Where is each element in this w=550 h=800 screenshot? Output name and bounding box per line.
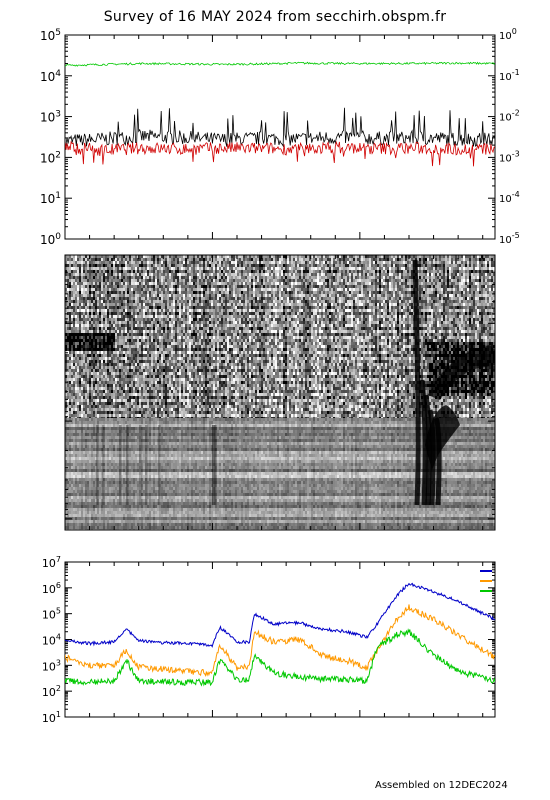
- y-right-tick-label: 10-2: [499, 109, 520, 124]
- y-right-tick-label: 10-4: [499, 190, 520, 205]
- stix-panel: 101 102 103 104 105 106 107: [42, 555, 496, 725]
- series-line: [65, 604, 495, 677]
- series-line: [65, 582, 495, 648]
- series-line: [65, 107, 495, 149]
- y-tick-label: 105: [42, 607, 61, 622]
- radio-burst: [145, 425, 148, 505]
- assembly-note: Assembled on 12DEC2024: [375, 780, 508, 791]
- type-iii-burst: [419, 379, 428, 506]
- rpw-frame: [64, 254, 496, 531]
- y-tick-label: 102: [42, 684, 61, 699]
- y-right-tick-label: 10-1: [499, 68, 520, 83]
- y-tick-label: 102: [40, 150, 61, 165]
- radio-burst: [214, 425, 217, 505]
- radio-burst: [212, 425, 215, 505]
- y-tick-label: 101: [40, 191, 61, 206]
- stix-series: [65, 582, 495, 687]
- rpw-spectrogram: [65, 255, 495, 530]
- burst-band: [428, 345, 495, 400]
- y-tick-label: 103: [42, 658, 61, 673]
- page-title: Survey of 16 MAY 2024 from secchirh.obsp…: [0, 9, 550, 25]
- radio-burst: [102, 425, 105, 505]
- radio-burst: [126, 425, 129, 505]
- y-tick-label: 104: [42, 633, 61, 648]
- epd-panel: 100 101 102 103 104 105 10-5 10-4 10-3 10-2 10-1 10…: [40, 27, 520, 247]
- rpw-panel: [64, 254, 496, 531]
- radio-burst: [119, 425, 122, 505]
- y-right-tick-label: 100: [499, 27, 517, 42]
- y-tick-label: 100: [40, 232, 61, 247]
- epd-series: [65, 61, 495, 167]
- y-tick-label: 103: [40, 110, 61, 125]
- y-right-tick-label: 10-3: [499, 149, 520, 164]
- radio-burst: [139, 425, 142, 505]
- type-iii-burst: [412, 259, 421, 506]
- y-tick-label: 107: [42, 555, 61, 570]
- y-tick-label: 101: [42, 710, 61, 725]
- epd-frame: [64, 34, 496, 240]
- series-line: [65, 61, 495, 67]
- y-tick-label: 106: [42, 581, 61, 596]
- series-line: [65, 140, 495, 167]
- burst-band: [425, 405, 460, 470]
- y-tick-label: 104: [40, 69, 61, 84]
- series-line: [65, 628, 495, 687]
- y-right-tick-label: 10-5: [499, 231, 520, 246]
- radio-burst: [158, 425, 161, 505]
- radio-burst: [96, 425, 99, 505]
- y-tick-label: 105: [40, 28, 61, 43]
